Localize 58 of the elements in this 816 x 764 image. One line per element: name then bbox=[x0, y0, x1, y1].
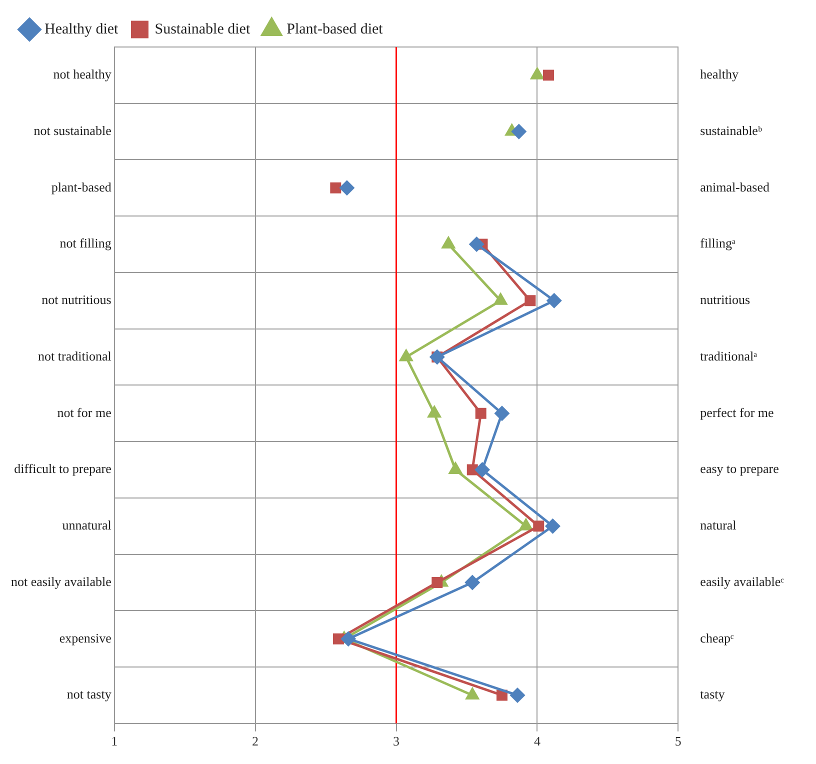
y2-tick-label: animal-based bbox=[700, 179, 770, 194]
y-tick-label: not for me bbox=[57, 404, 112, 420]
y-tick-label: expensive bbox=[59, 630, 112, 646]
y2-tick-label: easy to prepare bbox=[700, 461, 780, 476]
y-tick-label: plant-based bbox=[51, 179, 112, 194]
y2-tick-label: sustainableᵇ bbox=[700, 122, 762, 138]
y-tick-label: not traditional bbox=[38, 348, 112, 364]
point bbox=[400, 350, 413, 362]
legend-label: Plant-based diet bbox=[286, 21, 384, 38]
y2-tick-label: fillingᵃ bbox=[700, 236, 736, 251]
y-tick-label: not sustainable bbox=[34, 122, 112, 138]
y2-tick-label: natural bbox=[700, 518, 737, 533]
point bbox=[475, 462, 490, 477]
point bbox=[330, 182, 342, 194]
y2-tick-label: cheapᶜ bbox=[700, 630, 734, 646]
point bbox=[494, 293, 508, 305]
y2-tick-label: easily availableᶜ bbox=[700, 574, 785, 589]
legend-label: Healthy diet bbox=[44, 21, 120, 38]
point bbox=[341, 632, 356, 646]
point bbox=[520, 518, 532, 530]
y2-tick-label: traditionalᵃ bbox=[700, 348, 758, 364]
y-tick-label: unnatural bbox=[62, 518, 112, 533]
point bbox=[494, 406, 510, 421]
point bbox=[340, 180, 354, 196]
y2-tick-label: perfect for me bbox=[700, 404, 774, 420]
x-tick-label: 4 bbox=[534, 734, 541, 749]
point bbox=[449, 462, 462, 474]
point bbox=[466, 688, 479, 700]
point bbox=[530, 68, 544, 80]
y-tick-label: not easily available bbox=[10, 574, 112, 589]
point bbox=[428, 406, 441, 418]
x-tick-label: 1 bbox=[111, 734, 118, 749]
x-tick-label: 3 bbox=[393, 734, 400, 749]
y-tick-label: not healthy bbox=[53, 66, 112, 82]
point bbox=[475, 408, 486, 419]
x-tick-label: 5 bbox=[674, 734, 682, 749]
legend-label: Sustainable diet bbox=[154, 21, 251, 38]
point bbox=[432, 576, 443, 588]
y-tick-label: not nutritious bbox=[42, 292, 112, 308]
point bbox=[512, 124, 526, 139]
y2-tick-label: nutritious bbox=[700, 292, 750, 308]
point bbox=[546, 293, 562, 308]
point bbox=[510, 688, 525, 702]
x-tick-label: 2 bbox=[252, 734, 259, 749]
y2-tick-label: tasty bbox=[700, 686, 726, 702]
point bbox=[524, 295, 536, 306]
y-tick-label: not filling bbox=[60, 236, 112, 251]
point bbox=[543, 70, 554, 81]
y-tick-label: not tasty bbox=[66, 686, 112, 702]
point bbox=[545, 518, 560, 534]
y2-tick-label: healthy bbox=[700, 66, 739, 82]
point bbox=[469, 237, 484, 252]
point bbox=[533, 520, 544, 532]
y-tick-label: difficult to prepare bbox=[14, 461, 112, 476]
point bbox=[332, 633, 344, 644]
point bbox=[465, 575, 480, 590]
point bbox=[442, 237, 455, 249]
point bbox=[466, 464, 478, 476]
